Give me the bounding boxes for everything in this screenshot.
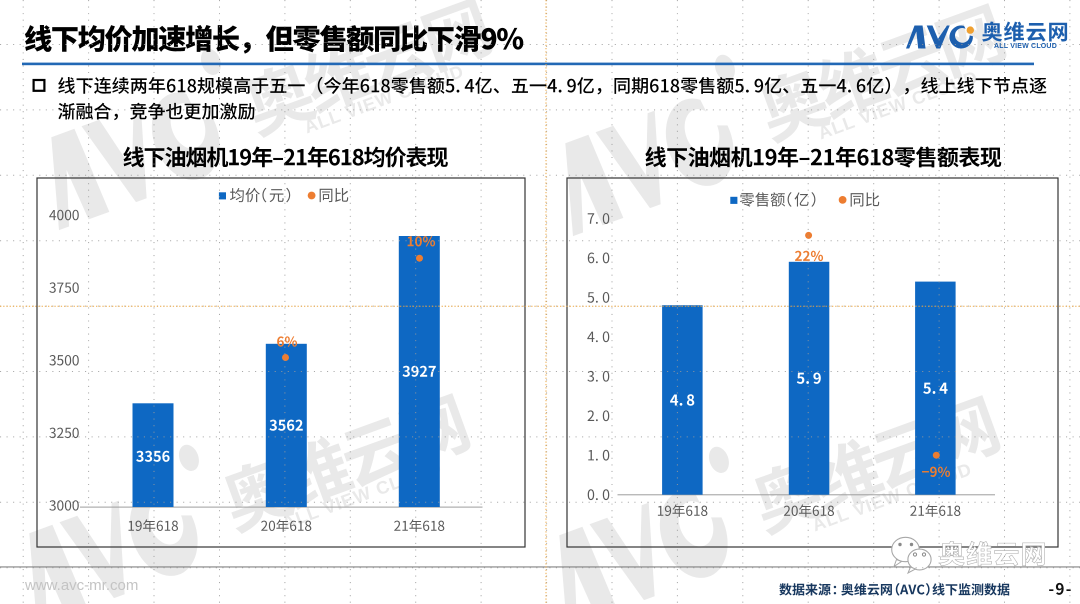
svg-text:www.avc-mr.com: www.avc-mr.com [24, 577, 138, 594]
svg-text:ALL VIEW CLOUD: ALL VIEW CLOUD [994, 43, 1057, 50]
